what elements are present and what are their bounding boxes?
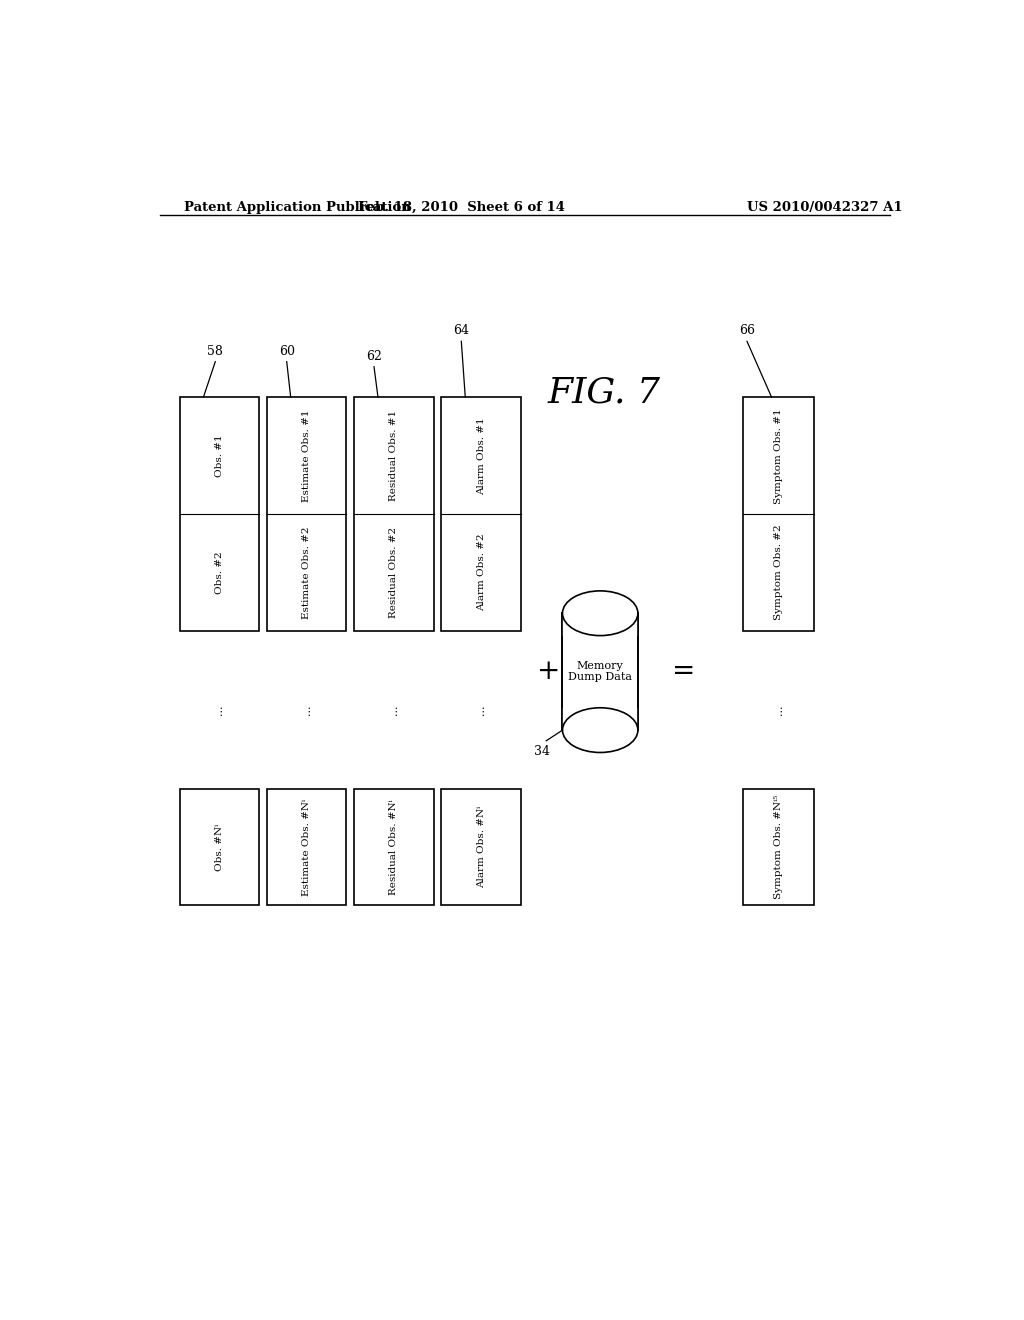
Text: Alarm Obs. #Nⁱ: Alarm Obs. #Nⁱ [476,807,485,888]
Bar [441,788,521,906]
Bar [354,397,433,631]
Bar [179,788,259,906]
Ellipse shape [562,591,638,636]
Text: Estimate Obs. #Nⁱ: Estimate Obs. #Nⁱ [302,799,311,895]
Text: +: + [537,659,560,685]
Bar [267,788,346,906]
Ellipse shape [562,708,638,752]
Text: Memory
Dump Data: Memory Dump Data [568,661,632,682]
Text: 64: 64 [454,325,469,338]
Text: ...: ... [214,705,224,715]
Text: Symptom Obs. #Nⁱ⁵: Symptom Obs. #Nⁱ⁵ [774,795,783,899]
Text: Alarm Obs. #1: Alarm Obs. #1 [476,417,485,495]
Bar [354,788,433,906]
Text: Residual Obs. #1: Residual Obs. #1 [389,411,398,502]
Text: Symptom Obs. #2: Symptom Obs. #2 [774,525,783,620]
Text: 62: 62 [366,350,382,363]
Bar [441,397,521,631]
Text: Symptom Obs. #1: Symptom Obs. #1 [774,408,783,503]
Text: Residual Obs. #Nⁱ: Residual Obs. #Nⁱ [389,799,398,895]
Text: Residual Obs. #2: Residual Obs. #2 [389,527,398,618]
Text: Obs. #Nⁱ: Obs. #Nⁱ [215,824,224,871]
Bar [743,397,814,631]
Text: Alarm Obs. #2: Alarm Obs. #2 [476,533,485,611]
Text: Obs. #2: Obs. #2 [215,552,224,594]
Bar [743,788,814,906]
Bar [562,614,638,730]
Text: Obs. #1: Obs. #1 [215,434,224,477]
Bar [562,708,638,742]
Text: 60: 60 [279,345,295,358]
Bar [267,397,346,631]
Text: ...: ... [774,705,783,715]
Text: Patent Application Publication: Patent Application Publication [183,201,411,214]
Text: US 2010/0042327 A1: US 2010/0042327 A1 [748,201,902,214]
Bar [562,602,638,636]
Text: 34: 34 [535,744,550,758]
Text: FIG. 7: FIG. 7 [548,375,660,409]
Text: Feb. 18, 2010  Sheet 6 of 14: Feb. 18, 2010 Sheet 6 of 14 [357,201,565,214]
Text: ...: ... [476,705,486,715]
Text: 58: 58 [207,345,223,358]
Text: ...: ... [301,705,311,715]
Text: =: = [672,659,695,685]
Text: Estimate Obs. #1: Estimate Obs. #1 [302,409,311,502]
Text: Estimate Obs. #2: Estimate Obs. #2 [302,527,311,619]
Text: 66: 66 [739,325,755,338]
Text: ...: ... [389,705,399,715]
Bar [179,397,259,631]
